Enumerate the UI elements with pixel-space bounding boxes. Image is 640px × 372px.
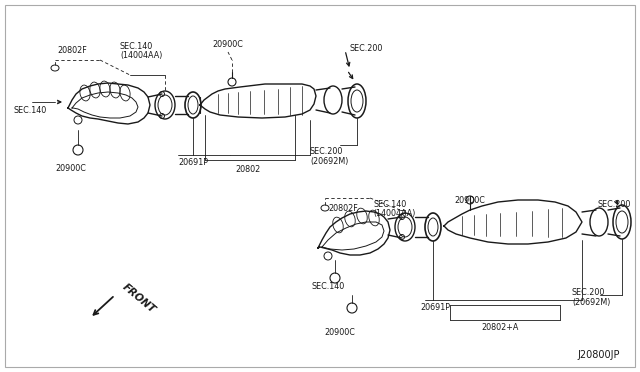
- Text: 20900C: 20900C: [324, 328, 355, 337]
- Text: SEC.140: SEC.140: [120, 42, 153, 51]
- Text: 20802F: 20802F: [328, 204, 358, 213]
- Text: (14004AA): (14004AA): [373, 209, 415, 218]
- Text: 20900C: 20900C: [454, 196, 485, 205]
- Text: SEC.140: SEC.140: [373, 200, 406, 209]
- Text: FRONT: FRONT: [120, 282, 157, 315]
- Text: 20802+A: 20802+A: [481, 323, 518, 332]
- Text: SEC.140: SEC.140: [14, 106, 47, 115]
- Text: 20802: 20802: [236, 165, 260, 174]
- Text: SEC.200: SEC.200: [350, 44, 383, 53]
- Text: 20802F: 20802F: [57, 46, 87, 55]
- Text: SEC.200: SEC.200: [310, 147, 344, 156]
- Text: J20800JP: J20800JP: [577, 350, 620, 360]
- Text: 20691P: 20691P: [178, 158, 208, 167]
- Text: SEC.140: SEC.140: [312, 282, 345, 291]
- Text: (20692M): (20692M): [572, 298, 611, 307]
- Text: SEC.200: SEC.200: [572, 288, 605, 297]
- Text: SEC.200: SEC.200: [598, 200, 632, 209]
- Text: 20900C: 20900C: [212, 40, 243, 49]
- Text: (14004AA): (14004AA): [120, 51, 163, 60]
- Text: 20900C: 20900C: [55, 164, 86, 173]
- Text: (20692M): (20692M): [310, 157, 348, 166]
- Text: 20691P: 20691P: [420, 303, 450, 312]
